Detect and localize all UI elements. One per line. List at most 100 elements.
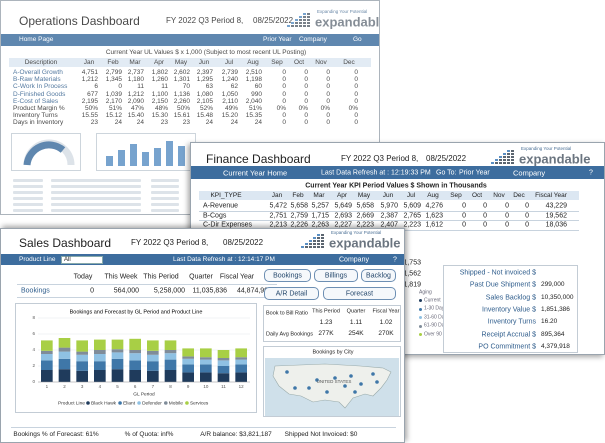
cell: 1,080 [196,90,213,98]
logo-block [503,159,506,161]
x-tick-label: 4 [99,384,102,389]
cell: 15.55 [81,111,98,119]
company-select[interactable]: Company [339,256,369,263]
logo-tagline: Expanding Your Potential [331,229,382,235]
bar-segment [217,360,230,366]
cell: 2,105 [196,97,213,105]
bar-segment [76,351,88,355]
kpi-value: 299,000 [541,281,565,289]
bar-segment [147,350,159,355]
cell: 254K [348,329,364,337]
button[interactable]: Billings [314,269,358,282]
cell: 2,737 [127,68,144,76]
help[interactable]: ? [393,256,397,263]
bar-segment [76,354,88,362]
bar-segment [111,369,124,382]
logo-block [303,25,306,27]
nav-company[interactable]: Company [299,35,327,43]
nav-prior-year[interactable]: Prior Year [263,35,292,43]
cell: 23 [160,119,168,127]
button[interactable]: Backlog [361,269,396,282]
cell: 0 [505,202,509,210]
nav-home[interactable]: Current Year Home [223,167,288,177]
blurred-row [51,179,141,182]
cell: 1,136 [173,90,190,98]
cell: 1,039 [105,90,122,98]
bar-segment [129,338,141,350]
bar-segment [76,340,88,352]
x-axis-label: GL Period [133,391,155,397]
column-header: Description [24,58,58,66]
cell: 23 [182,119,190,127]
company-select[interactable]: Company [513,167,546,177]
column-header: This Period [312,308,340,315]
blurred-row [13,209,43,212]
cell: 0 [304,90,308,98]
table-caption: Current Year UL Values $ x 1,000 (Subjec… [105,48,307,56]
button-label[interactable]: A/R Detail [275,290,308,297]
cell: 1,819 [403,281,421,289]
cell: 50% [176,104,190,112]
cell: 2,227 [334,221,352,229]
bar-segment [200,357,212,360]
column-header: Nov [493,191,505,199]
footer-stat: Bookings % of Forecast: 61% [13,430,99,438]
nav-home[interactable]: Home Page [19,35,54,43]
cell: 0 [282,75,286,83]
period: FY 2022 Q3 Period 8, [131,238,209,247]
logo-block [507,159,510,161]
row-label: Inventory Turns [13,111,58,119]
cell: 0 [282,90,286,98]
help[interactable]: ? [589,169,593,176]
row-rule [17,284,277,285]
bar-segment [235,348,247,358]
button[interactable]: Forecast [323,287,396,300]
product-line-value[interactable]: All [64,257,71,263]
logo-text: expandable [329,235,401,251]
row-label: E-Cost of Sales [13,97,59,105]
logo-block [303,13,306,15]
blurred-row [51,185,141,188]
bar-segment [41,350,53,354]
kpi-label: Inventory Turns [487,318,536,326]
cell: 0 [304,68,308,76]
button-label[interactable]: Backlog [366,272,391,279]
bar-segment [217,373,230,382]
blurred-row [13,191,43,194]
column-header: Jan [83,58,95,66]
blurred-row [13,197,43,200]
cell: 24 [205,119,213,127]
mini-bar [118,150,125,166]
bar-segment [164,359,177,370]
button-label[interactable]: Billings [324,272,348,279]
logo-block [287,25,290,27]
product-line-select[interactable]: All [61,255,103,264]
column-header: Apr [336,191,348,199]
cell: 2,223 [356,221,374,229]
logo-icon [301,234,324,248]
column-header: Sep [450,191,462,199]
bar-segment [129,370,141,382]
cell: 2,693 [334,212,352,219]
row-label: B-Cogs [203,212,227,219]
cell: 0 [304,83,308,91]
bar-segment [164,350,177,354]
bar-segment [41,354,53,361]
nav-go[interactable]: Go [353,35,362,43]
button-label[interactable]: Bookings [273,272,302,279]
cell: 2,223 [403,221,421,229]
city-dot [359,382,363,386]
cell: 2,751 [269,212,287,219]
bar-segment [200,372,212,382]
button[interactable]: A/R Detail [264,287,319,300]
button[interactable]: Bookings [264,269,311,282]
cell: 4,751 [81,68,98,76]
bar-segment [41,340,53,351]
cell: 0% [348,104,358,112]
bar-segment [164,370,177,382]
button-label[interactable]: Forecast [345,290,374,297]
cell: 15.40 [127,111,144,119]
nav-bar: Home Page Prior Year Company Go [1,34,379,46]
column-header: Mar [313,191,325,199]
nav-prior-year[interactable]: Prior Year [459,169,490,176]
